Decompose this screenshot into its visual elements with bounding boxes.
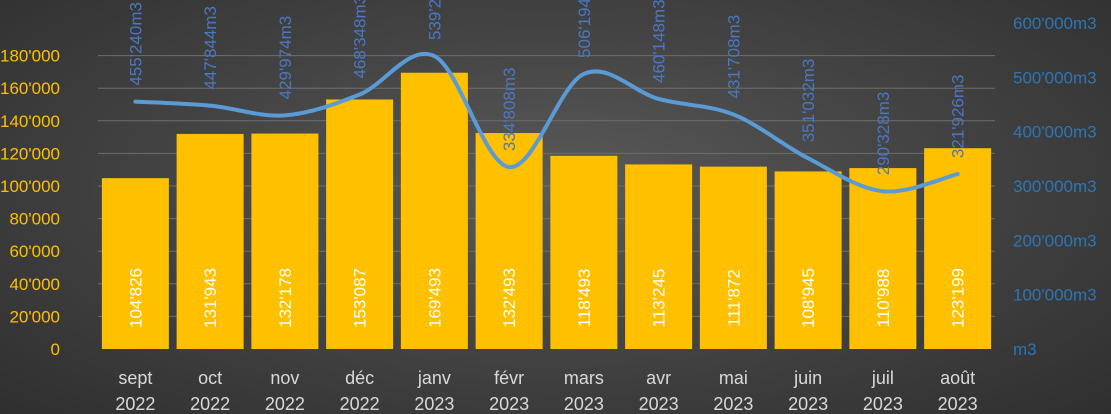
bar	[625, 164, 693, 349]
bar-value-label: 108'945	[799, 268, 818, 328]
x-tick-label: mai 2023	[713, 368, 753, 414]
x-tick-label: déc 2022	[340, 368, 380, 414]
y-left-tick-label: 20'000	[9, 307, 60, 326]
gridlines	[98, 55, 995, 317]
line-value-label: 429'974m3	[276, 16, 295, 100]
bar	[774, 171, 842, 349]
x-tick-label: nov 2022	[265, 368, 305, 414]
bar	[550, 155, 618, 349]
y-left-tick-label: 120'000	[0, 144, 60, 163]
bar-value-labels: 104'826 131'943 132'178 153'087 169'493 132'4…	[126, 268, 967, 328]
bar-value-label: 111'872	[724, 269, 743, 326]
line-value-label: 334'808m3	[500, 67, 519, 151]
bar-value-label: 169'493	[425, 268, 444, 328]
x-tick-label: août 2023	[938, 368, 978, 414]
bar-value-label: 123'199	[949, 268, 968, 328]
y-right-tick-label: 200'000m3	[1013, 231, 1097, 250]
bar-value-label: 153'087	[351, 268, 370, 328]
line-value-label: 431'708m3	[724, 15, 743, 99]
x-tick-label: juil 2023	[863, 368, 903, 414]
bar	[101, 178, 169, 349]
line-series-path	[133, 51, 960, 194]
y-left-tick-label: 80'000	[9, 210, 60, 229]
x-tick-label: mars 2023	[564, 368, 604, 414]
bar	[251, 133, 319, 349]
bar	[699, 166, 767, 349]
y-right-tick-label: 400'000m3	[1013, 123, 1097, 142]
bar	[849, 168, 917, 349]
y-right-tick-label: 500'000m3	[1013, 68, 1097, 87]
bar-value-label: 110'988	[874, 269, 893, 328]
x-tick-label: avr 2023	[639, 368, 679, 414]
bar	[326, 99, 394, 349]
bar-value-label: 104'826	[126, 268, 145, 328]
y-left-tick-label: 140'000	[0, 112, 60, 131]
line-value-label: 447'844m3	[201, 6, 220, 90]
bar	[176, 133, 244, 349]
line-value-label: 351'032m3	[799, 59, 818, 143]
y-right-tick-label: 300'000m3	[1013, 177, 1097, 196]
x-tick-label: sept 2022	[115, 368, 155, 414]
line-value-label: 539'226m3	[425, 0, 444, 40]
line-value-label: 290'328m3	[874, 92, 893, 176]
line-value-label: 468'348m3	[351, 0, 370, 79]
y-right-tick-label: 100'000m3	[1013, 286, 1097, 305]
bar-value-label: 113'245	[650, 269, 669, 328]
bar-value-label: 118'493	[575, 269, 594, 328]
y-left-tick-label: 60'000	[9, 242, 60, 261]
x-tick-label: oct 2022	[190, 368, 230, 414]
line-value-label: 506'194m3	[575, 0, 594, 58]
bar-value-label: 132'493	[500, 268, 519, 328]
bar	[400, 72, 468, 349]
y-right-tick-label: 600'000m3	[1013, 14, 1097, 33]
y-left-tick-label: 40'000	[9, 275, 60, 294]
x-tick-label: févr 2023	[489, 368, 529, 414]
x-tick-label: juin 2023	[788, 368, 828, 414]
bar-value-label: 132'178	[276, 268, 295, 328]
y-axis-right: m3 100'000m3 200'000m3 300'000m3 400'000m3 50…	[1013, 14, 1097, 359]
bar-value-label: 131'943	[201, 268, 220, 328]
y-left-tick-label: 160'000	[0, 79, 60, 98]
y-axis-left: 0 20'000 40'000 60'000 80'000 100'000 120'000 1…	[0, 47, 60, 359]
line-value-label: 460'148m3	[650, 0, 669, 83]
x-tick-label: janv 2023	[414, 368, 454, 414]
x-axis: sept 2022 oct 2022 nov 2022 déc 2022 janv 2023 fév…	[115, 368, 977, 414]
line-value-labels: 455'240m3 447'844m3 429'974m3 468'348m3 539'…	[126, 0, 967, 175]
y-left-tick-label: 0	[51, 340, 60, 359]
line-value-label: 455'240m3	[126, 2, 145, 86]
y-left-tick-label: 180'000	[0, 47, 60, 66]
line-series	[133, 51, 960, 194]
line-value-label: 321'926m3	[949, 74, 968, 158]
bar-series	[101, 72, 992, 349]
y-right-tick-label: m3	[1013, 340, 1037, 359]
y-left-tick-label: 100'000	[0, 177, 60, 196]
